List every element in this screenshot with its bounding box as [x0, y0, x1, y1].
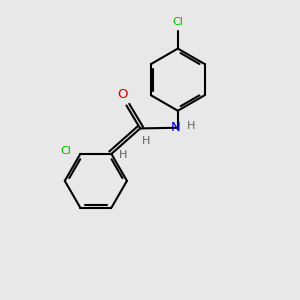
- Text: O: O: [117, 88, 128, 100]
- Text: H: H: [118, 150, 127, 160]
- Text: H: H: [142, 136, 150, 146]
- Text: Cl: Cl: [172, 17, 183, 27]
- Text: N: N: [170, 121, 180, 134]
- Text: H: H: [188, 121, 196, 131]
- Text: Cl: Cl: [60, 146, 71, 156]
